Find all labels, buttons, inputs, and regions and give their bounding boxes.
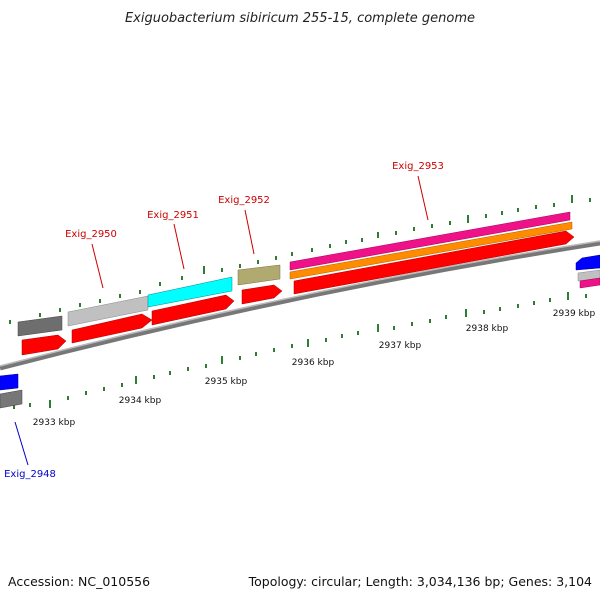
- gene-label-exig-2950[interactable]: Exig_2950: [65, 229, 117, 240]
- feature-gray-block[interactable]: [17, 315, 63, 337]
- feature-orange-exig-2953[interactable]: [289, 221, 573, 280]
- upper-ticks: [9, 195, 591, 324]
- feature-lightgray-exig-2950[interactable]: [67, 295, 149, 327]
- gene-label-exig-2953[interactable]: Exig_2953: [392, 161, 444, 172]
- feature-magenta-exig-2953[interactable]: [289, 211, 571, 271]
- leader-exig-2951: [173, 223, 185, 270]
- genome-backbone: [0, 240, 600, 371]
- cds-arrow-exig-2952[interactable]: [241, 284, 283, 305]
- map-title: Exiguobacterium sibiricum 255-15, comple…: [125, 11, 475, 26]
- leader-exig-2950: [91, 243, 104, 289]
- gene-label-exig-2951[interactable]: Exig_2951: [147, 210, 199, 221]
- scale-label-2937: 2937 kbp: [379, 341, 422, 351]
- scale-label-2938: 2938 kbp: [466, 324, 509, 334]
- feature-blue-right[interactable]: [575, 254, 600, 271]
- cds-arrow-exig-2953[interactable]: [293, 230, 575, 295]
- feature-cyan-exig-2951[interactable]: [147, 276, 233, 308]
- scale-label-2939: 2939 kbp: [553, 309, 596, 319]
- gene-label-exig-2948[interactable]: Exig_2948: [4, 469, 56, 480]
- scale-label-2934: 2934 kbp: [119, 396, 162, 406]
- scale-label-2936: 2936 kbp: [292, 358, 335, 368]
- feature-gray-left[interactable]: [0, 389, 23, 409]
- genome-backbone-highlight: [0, 240, 600, 367]
- feature-olive-exig-2952[interactable]: [237, 264, 281, 286]
- scale-label-2933: 2933 kbp: [33, 418, 76, 428]
- feature-magenta-right[interactable]: [579, 277, 600, 289]
- feature-blue-exig-2948[interactable]: [0, 373, 19, 391]
- cds-arrow-exig-2950[interactable]: [71, 313, 153, 344]
- footer-accession: Accession: NC_010556: [8, 574, 150, 589]
- leader-exig-2948: [14, 421, 29, 466]
- cds-arrow-exig-2951[interactable]: [151, 294, 235, 326]
- feature-lightgray-right[interactable]: [577, 269, 600, 282]
- scale-label-2935: 2935 kbp: [205, 377, 248, 387]
- leader-exig-2953: [417, 175, 429, 221]
- leader-exig-2952: [244, 209, 255, 255]
- gene-label-exig-2952[interactable]: Exig_2952: [218, 195, 270, 206]
- lower-ticks: [13, 292, 587, 409]
- cds-arrow-1[interactable]: [21, 334, 67, 356]
- footer-summary: Topology: circular; Length: 3,034,136 bp…: [248, 574, 592, 589]
